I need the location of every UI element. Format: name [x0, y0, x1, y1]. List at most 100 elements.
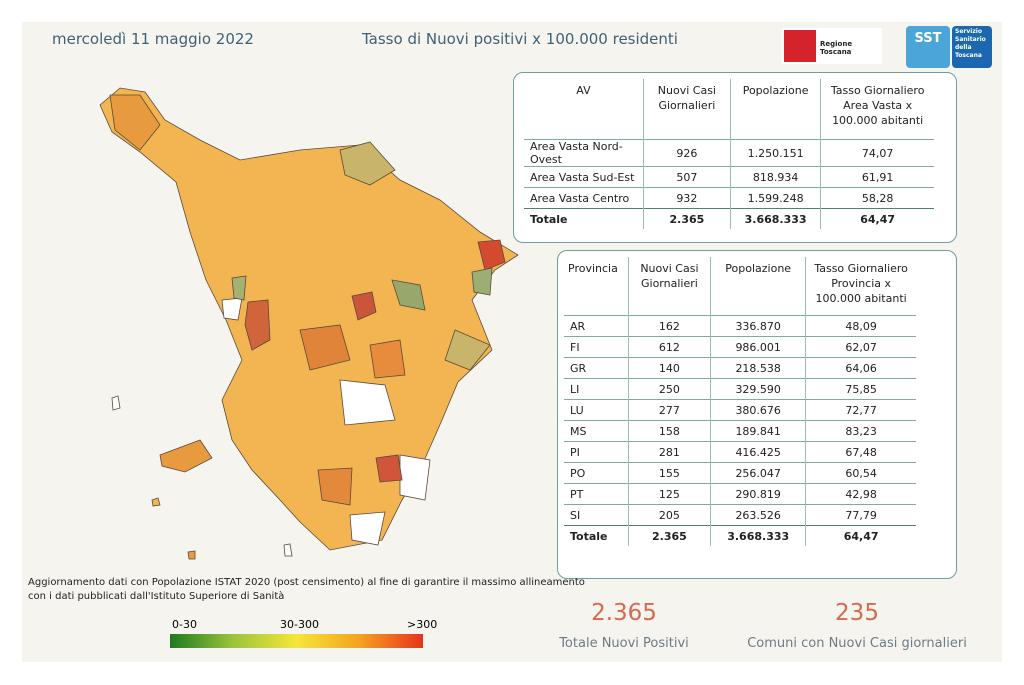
legend-label: >300	[407, 618, 438, 631]
map-region	[231, 275, 247, 301]
table-cell: SI	[564, 504, 629, 526]
logo-region-mark	[784, 30, 816, 62]
table-row: PI 281 416.425 67,48	[564, 441, 916, 463]
table-cell: 818.934	[730, 166, 822, 188]
table-row: FI 612 986.001 62,07	[564, 336, 916, 358]
table-row: SI 205 263.526 77,79	[564, 504, 916, 526]
map-island	[187, 550, 196, 560]
map-region	[339, 141, 396, 186]
table-cell: LU	[564, 399, 629, 421]
map-region	[317, 467, 353, 506]
table-cell: 42,98	[805, 483, 916, 505]
column-header: Provincia	[564, 257, 629, 316]
table-cell: 189.841	[710, 420, 807, 442]
map-region	[369, 339, 406, 379]
table-cell: 336.870	[710, 315, 807, 337]
table-cell: LI	[564, 378, 629, 400]
map-region	[349, 511, 386, 546]
table-cell: FI	[564, 336, 629, 358]
map-region	[159, 439, 213, 473]
map-region	[109, 94, 161, 151]
table-cell: 158	[628, 420, 712, 442]
table-cell: MS	[564, 420, 629, 442]
table-row: PO 155 256.047 60,54	[564, 462, 916, 484]
column-header: Tasso Giornaliero Area Vasta x 100.000 a…	[830, 84, 925, 127]
table-cell: 256.047	[710, 462, 807, 484]
logo-sst-line: Toscana	[955, 52, 982, 59]
table-row: AR 162 336.870 48,09	[564, 315, 916, 337]
av-table-box: AV Nuovi Casi Giornalieri Popolazione Tasso…	[513, 72, 957, 243]
table-cell: 380.676	[710, 399, 807, 421]
table-cell: 507	[643, 166, 731, 188]
table-cell: Area Vasta Centro	[524, 187, 644, 209]
column-header: Tasso Giornaliero Provincia x 100.000 ab…	[814, 262, 908, 305]
map-region	[339, 379, 396, 426]
table-cell: 218.538	[710, 357, 807, 379]
table-row: MS 158 189.841 83,23	[564, 420, 916, 442]
table-cell: AR	[564, 315, 629, 337]
table-cell: 64,06	[805, 357, 916, 379]
table-cell: 3.668.333	[730, 208, 822, 229]
table-cell: 74,07	[820, 139, 934, 167]
table-cell: 205	[628, 504, 712, 526]
table-row: PT 125 290.819 42,98	[564, 483, 916, 505]
logo-region: Regione Toscana	[782, 28, 882, 64]
table-cell: 62,07	[805, 336, 916, 358]
map-region	[221, 297, 243, 321]
header-row: Provincia Nuovi Casi Giornalieri Popolazio…	[564, 257, 916, 316]
column-header: Nuovi Casi Giornalieri	[643, 79, 731, 140]
tuscany-map	[99, 87, 519, 560]
table-cell: 329.590	[710, 378, 807, 400]
legend-gradient	[170, 634, 423, 648]
table-cell: 155	[628, 462, 712, 484]
table-cell: Area Vasta Sud-Est	[524, 166, 644, 188]
table-cell: 250	[628, 378, 712, 400]
map-region	[375, 454, 403, 483]
table-cell: 48,09	[805, 315, 916, 337]
legend-label: 30-300	[280, 618, 319, 631]
table-cell: 290.819	[710, 483, 807, 505]
map-region	[471, 267, 493, 296]
table-cell: 2.365	[643, 208, 731, 229]
table-cell: 72,77	[805, 399, 916, 421]
table-cell: 125	[628, 483, 712, 505]
legend-label: 0-30	[172, 618, 197, 631]
logo-sst-mark: SST	[906, 26, 950, 68]
table-cell: 64,47	[805, 525, 916, 546]
table-cell: 61,91	[820, 166, 934, 188]
map-region	[391, 279, 426, 311]
table-cell: 416.425	[710, 441, 807, 463]
table-cell: 2.365	[628, 525, 712, 546]
table-cell: 58,28	[820, 187, 934, 209]
table-cell: Totale	[564, 525, 629, 546]
map-island	[151, 497, 161, 507]
map-region	[477, 239, 506, 271]
logo-sst-line: Sanitario	[955, 36, 986, 43]
table-cell: 612	[628, 336, 712, 358]
table-cell: GR	[564, 357, 629, 379]
logo-sst-text: Servizio Sanitario della Toscana	[952, 26, 992, 68]
table-cell: 926	[643, 139, 731, 167]
table-cell: Area Vasta Nord-Ovest	[524, 139, 644, 167]
table-cell: 77,79	[805, 504, 916, 526]
table-cell: 162	[628, 315, 712, 337]
total-row: Totale 2.365 3.668.333 64,47	[524, 208, 934, 229]
logo-region-text: Regione Toscana	[820, 40, 853, 56]
map-region	[351, 291, 377, 321]
kpi-value: 235	[835, 600, 879, 626]
logo-sst: SST Servizio Sanitario della Toscana	[906, 26, 992, 68]
kpi-label: Totale Nuovi Positivi	[559, 636, 689, 651]
column-header: Popolazione	[730, 79, 822, 140]
kpi-value: 2.365	[591, 600, 657, 626]
map-island	[283, 543, 293, 557]
table-cell: 986.001	[710, 336, 807, 358]
table-row: Area Vasta Centro 932 1.599.248 58,28	[524, 187, 934, 209]
note: Aggiornamento dati con Popolazione ISTAT…	[28, 577, 585, 602]
table-cell: PT	[564, 483, 629, 505]
kpi-label: Comuni con Nuovi Casi giornalieri	[747, 636, 967, 651]
map-island	[111, 395, 121, 411]
logo-sst-line: della	[955, 44, 972, 51]
table-cell: 277	[628, 399, 712, 421]
map-region	[444, 329, 491, 371]
